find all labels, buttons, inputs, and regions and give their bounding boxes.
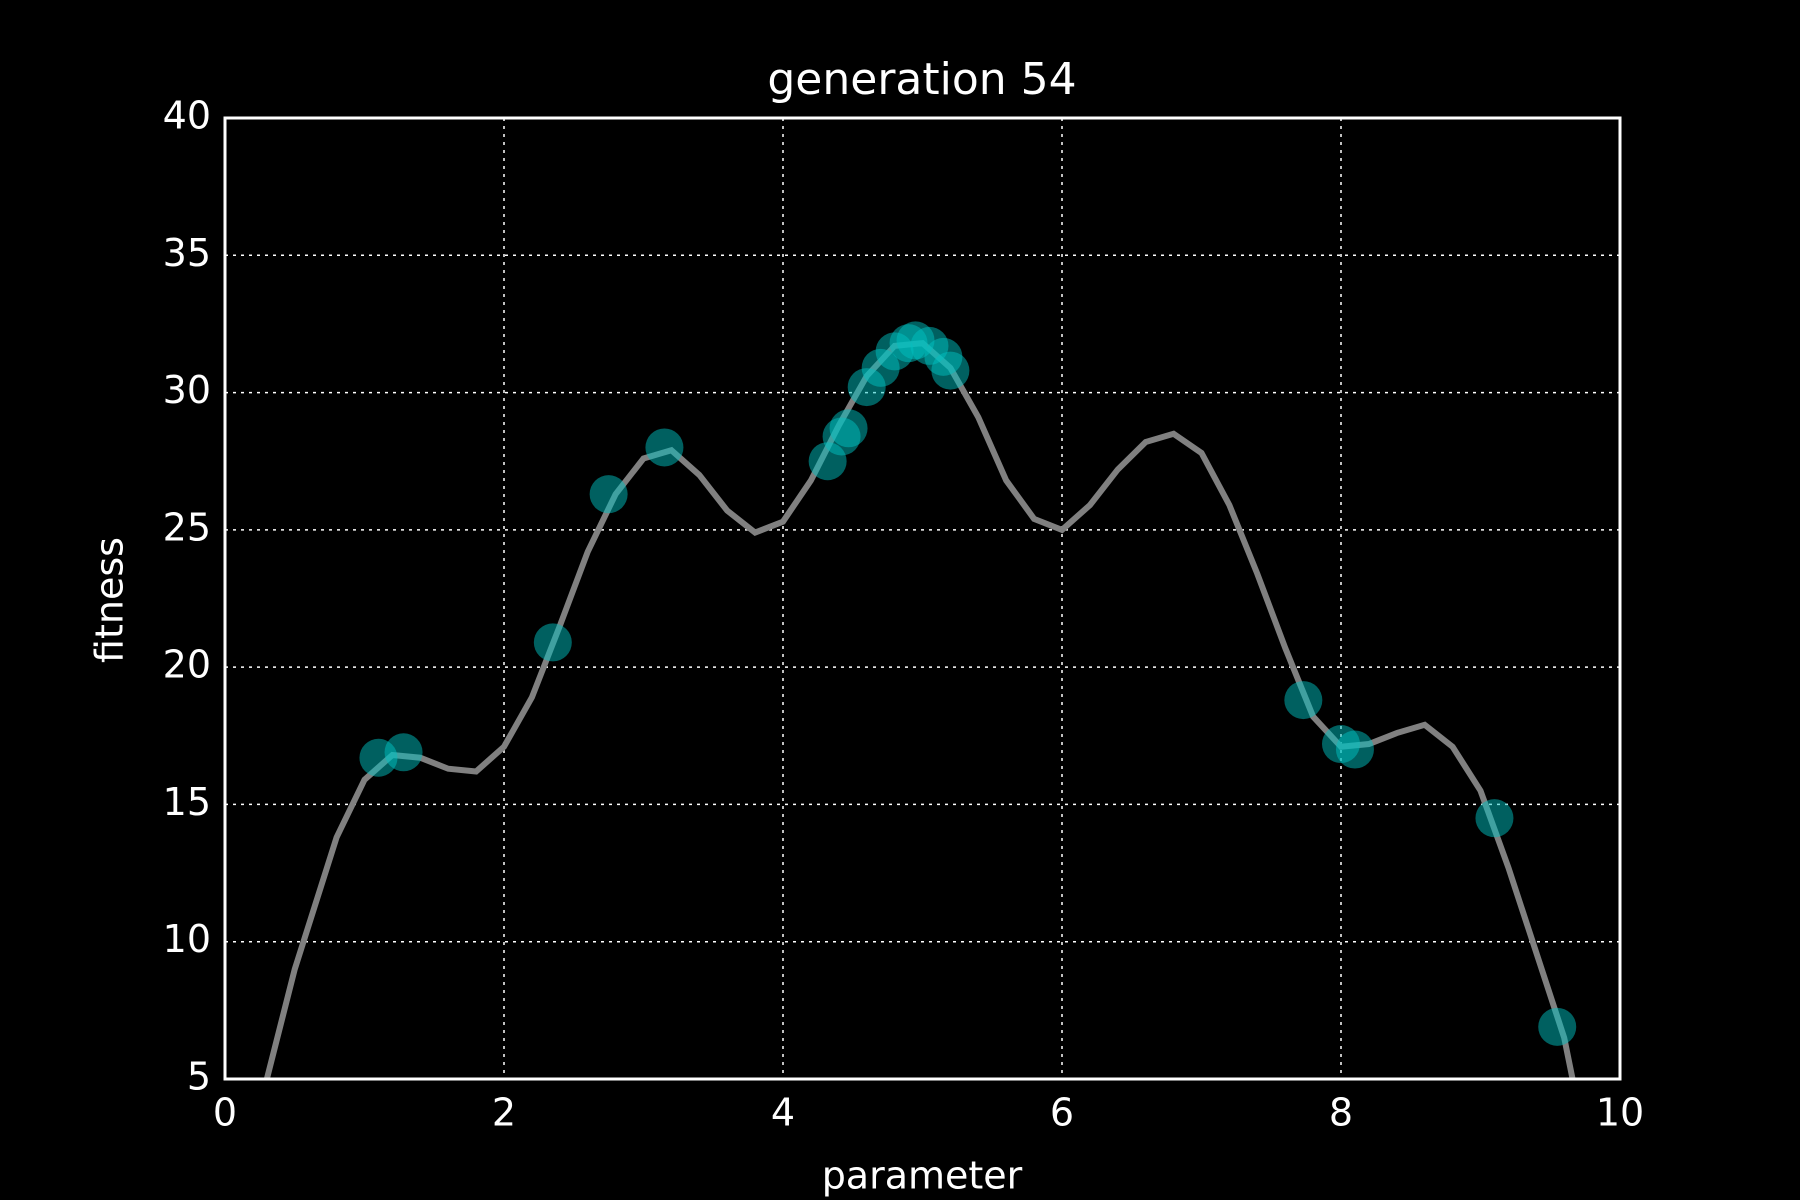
population-point bbox=[1335, 730, 1374, 769]
x-axis-label: parameter bbox=[822, 1154, 1023, 1198]
y-tick-label: 40 bbox=[163, 94, 211, 138]
y-tick-label: 15 bbox=[163, 780, 211, 824]
population-point bbox=[829, 409, 868, 448]
population-point bbox=[1538, 1007, 1577, 1046]
x-tick-label: 6 bbox=[1050, 1091, 1074, 1135]
x-tick-label: 8 bbox=[1329, 1091, 1353, 1135]
x-tick-label: 2 bbox=[492, 1091, 516, 1135]
chart-title: generation 54 bbox=[767, 54, 1076, 105]
x-tick-label: 4 bbox=[771, 1091, 795, 1135]
y-tick-label: 5 bbox=[187, 1055, 211, 1099]
y-tick-label: 30 bbox=[163, 368, 211, 412]
y-axis-label: fitness bbox=[88, 537, 132, 663]
y-tick-label: 20 bbox=[163, 643, 211, 687]
y-tick-label: 10 bbox=[163, 917, 211, 961]
population-point bbox=[1475, 799, 1514, 838]
x-tick-label: 10 bbox=[1596, 1091, 1644, 1135]
population-point bbox=[645, 428, 684, 467]
x-tick-label: 0 bbox=[213, 1091, 237, 1135]
plot-frame bbox=[223, 116, 1622, 1081]
population-point bbox=[384, 733, 423, 772]
population-point bbox=[533, 623, 572, 662]
population-point bbox=[931, 351, 970, 390]
population-point bbox=[1284, 681, 1323, 720]
y-tick-label: 25 bbox=[163, 505, 211, 549]
population-point bbox=[589, 475, 628, 514]
y-tick-label: 35 bbox=[163, 231, 211, 275]
